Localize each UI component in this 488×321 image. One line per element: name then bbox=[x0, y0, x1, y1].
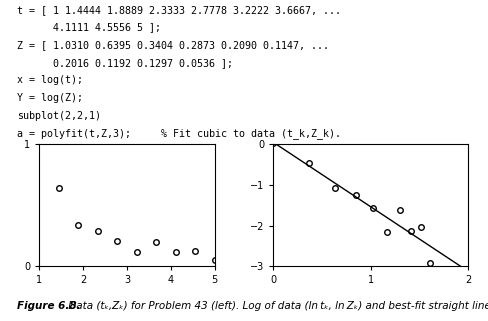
Text: a = polyfit(t,Z,3);     % Fit cubic to data (t_k,Z_k).: a = polyfit(t,Z,3); % Fit cubic to data … bbox=[17, 128, 341, 139]
Text: 0.2016 0.1192 0.1297 0.0536 ];: 0.2016 0.1192 0.1297 0.0536 ]; bbox=[17, 58, 233, 68]
Text: t = [ 1 1.4444 1.8889 2.3333 2.7778 3.2222 3.6667, ...: t = [ 1 1.4444 1.8889 2.3333 2.7778 3.22… bbox=[17, 5, 341, 15]
Text: x = log(t);: x = log(t); bbox=[17, 75, 83, 85]
Text: Y = log(Z);: Y = log(Z); bbox=[17, 93, 83, 103]
Text: Z = [ 1.0310 0.6395 0.3404 0.2873 0.2090 0.1147, ...: Z = [ 1.0310 0.6395 0.3404 0.2873 0.2090… bbox=[17, 40, 329, 50]
Text: Data (tₖ,Zₖ) for Problem 43 (left). Log of data (ln tₖ, ln Zₖ) and best-fit stra: Data (tₖ,Zₖ) for Problem 43 (left). Log … bbox=[65, 301, 488, 311]
Text: 4.1111 4.5556 5 ];: 4.1111 4.5556 5 ]; bbox=[17, 22, 161, 32]
Text: subplot(2,2,1): subplot(2,2,1) bbox=[17, 111, 101, 121]
Text: Figure 6.8.: Figure 6.8. bbox=[17, 301, 81, 311]
